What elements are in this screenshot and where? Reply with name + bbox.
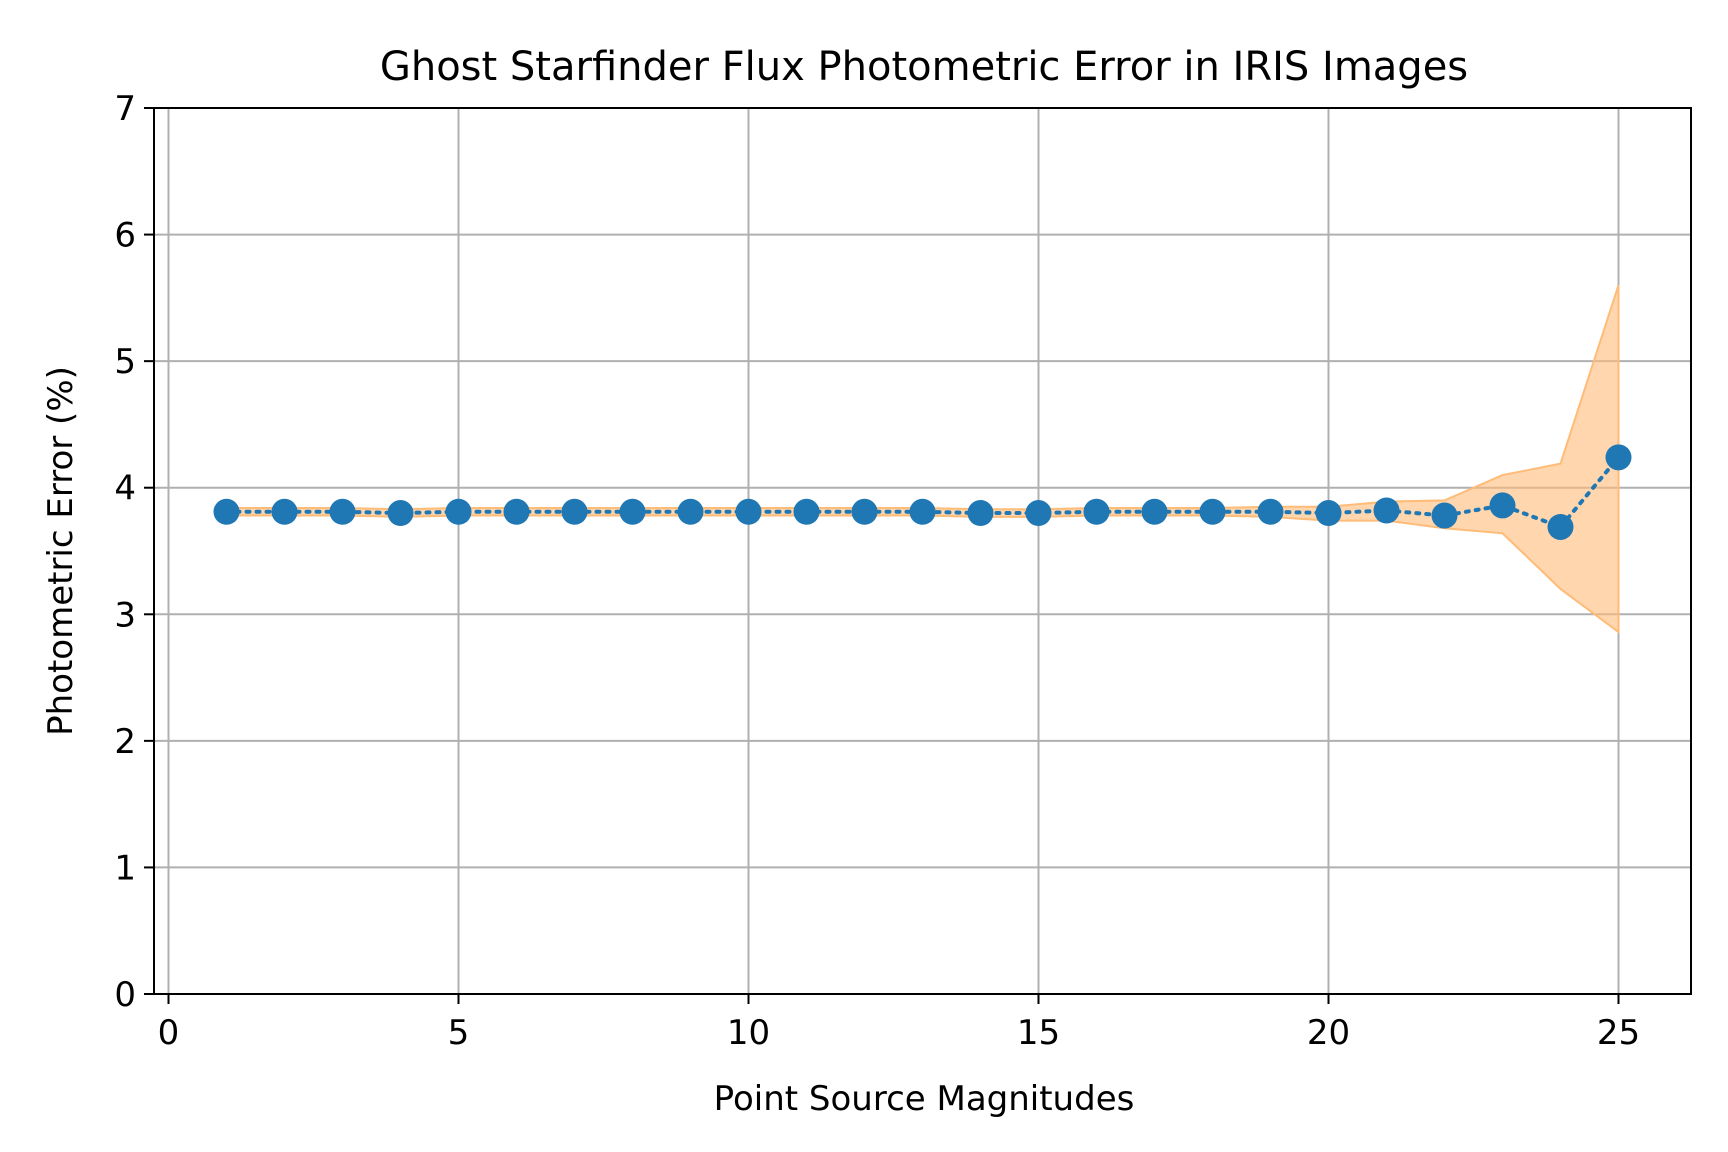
data-point bbox=[329, 498, 356, 525]
ticks: 0 5 10 15 20 25 0 1 2 3 4 5 6 7 bbox=[114, 89, 1640, 1053]
data-point bbox=[1489, 492, 1516, 519]
x-tick-label: 20 bbox=[1307, 1013, 1350, 1053]
data-point bbox=[1605, 444, 1632, 471]
x-tick-label: 0 bbox=[158, 1013, 180, 1053]
data-point bbox=[445, 498, 472, 525]
y-tick-label: 1 bbox=[114, 848, 136, 888]
data-point bbox=[503, 498, 530, 525]
data-point bbox=[1199, 498, 1226, 525]
data-point bbox=[735, 498, 762, 525]
x-axis-label: Point Source Magnitudes bbox=[714, 1079, 1135, 1119]
data-point bbox=[1431, 502, 1458, 529]
x-tick-label: 25 bbox=[1597, 1013, 1640, 1053]
y-tick-label: 5 bbox=[114, 342, 136, 382]
data-point bbox=[213, 498, 240, 525]
data-point bbox=[1547, 513, 1574, 540]
x-tick-label: 5 bbox=[448, 1013, 470, 1053]
data-point bbox=[1257, 498, 1284, 525]
y-axis-label: Photometric Error (%) bbox=[41, 366, 81, 736]
chart-title: Ghost Starfinder Flux Photometric Error … bbox=[380, 44, 1468, 90]
data-point bbox=[271, 498, 298, 525]
data-point bbox=[1025, 500, 1052, 527]
data-point bbox=[1373, 497, 1400, 524]
data-point bbox=[967, 500, 994, 527]
y-tick-label: 4 bbox=[114, 469, 136, 509]
x-tick-label: 10 bbox=[727, 1013, 770, 1053]
y-tick-label: 7 bbox=[114, 89, 136, 129]
data-point bbox=[619, 498, 646, 525]
data-point bbox=[793, 498, 820, 525]
grid bbox=[154, 107, 1691, 995]
error-band bbox=[225, 284, 1620, 634]
data-point bbox=[1315, 500, 1342, 527]
data-point bbox=[1141, 498, 1168, 525]
data-point bbox=[677, 498, 704, 525]
data-point bbox=[909, 498, 936, 525]
data-point bbox=[1083, 498, 1110, 525]
series bbox=[213, 444, 1632, 540]
data-point bbox=[387, 500, 414, 527]
error-band-area bbox=[225, 284, 1620, 634]
data-point bbox=[851, 498, 878, 525]
y-tick-label: 2 bbox=[114, 722, 136, 762]
data-point bbox=[561, 498, 588, 525]
plot-frame bbox=[153, 107, 1692, 995]
y-tick-label: 6 bbox=[114, 216, 136, 256]
x-tick-label: 15 bbox=[1017, 1013, 1060, 1053]
y-tick-label: 3 bbox=[114, 595, 136, 635]
y-tick-label: 0 bbox=[114, 975, 136, 1015]
